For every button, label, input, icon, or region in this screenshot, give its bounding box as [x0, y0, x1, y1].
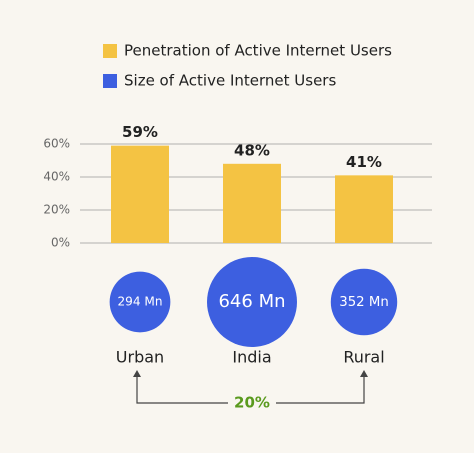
bar — [335, 175, 393, 243]
bar — [223, 163, 281, 243]
value-label: 41% — [346, 153, 382, 171]
bracket — [136, 372, 365, 404]
value-label: 352 Mn — [339, 295, 389, 310]
bubble — [330, 268, 398, 336]
bubble — [207, 257, 297, 347]
y-tick-label: 0% — [51, 236, 70, 250]
legend-swatch — [103, 44, 117, 58]
value-label: 294 Mn — [117, 295, 162, 309]
x-tick-label: India — [232, 348, 271, 367]
x-tick-label: Urban — [116, 348, 164, 367]
y-tick-label: 20% — [43, 203, 70, 217]
bar — [111, 145, 169, 243]
legend-label: Penetration of Active Internet Users — [124, 42, 392, 60]
annotation: 20% — [234, 394, 270, 412]
x-tick-label: Rural — [343, 348, 384, 367]
bubble — [109, 271, 171, 333]
legend-label: Size of Active Internet Users — [124, 72, 336, 90]
y-tick-label: 60% — [43, 137, 70, 151]
value-label: 59% — [122, 123, 158, 141]
legend-swatch — [103, 74, 117, 88]
value-label: 48% — [234, 141, 270, 159]
y-tick-label: 40% — [43, 170, 70, 184]
value-label: 646 Mn — [218, 291, 285, 312]
